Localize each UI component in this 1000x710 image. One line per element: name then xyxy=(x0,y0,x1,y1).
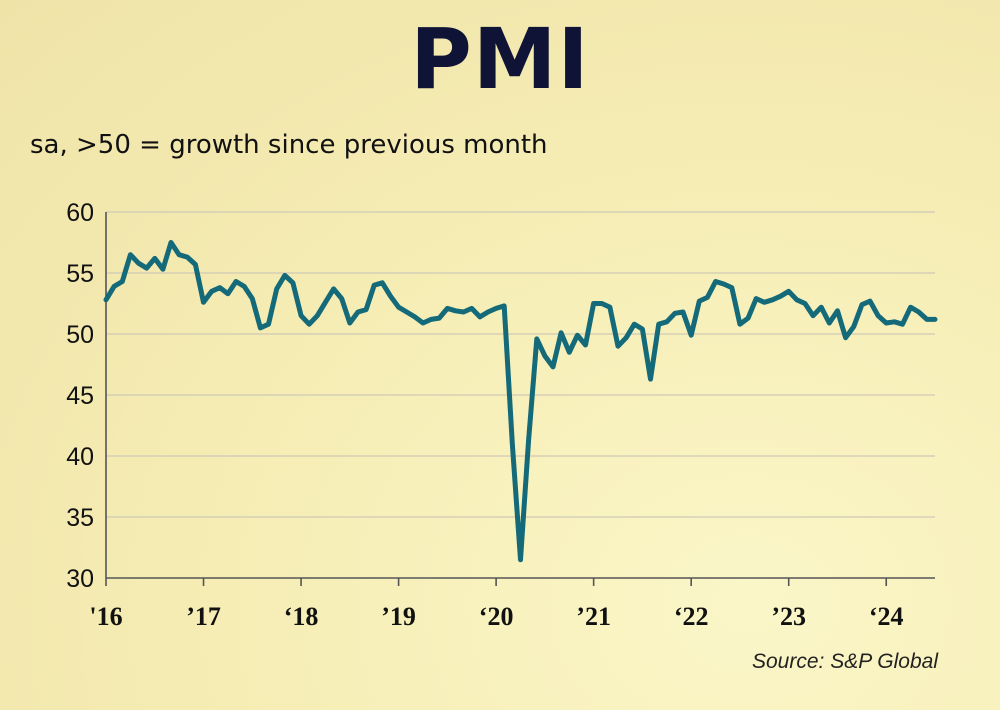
y-tick-label-60: 60 xyxy=(66,199,94,227)
gridlines xyxy=(106,211,935,518)
y-tick-label-35: 35 xyxy=(66,504,94,532)
x-tick-label-2016: '16 xyxy=(89,602,122,631)
x-tick-label-2020: ‘20 xyxy=(479,602,514,631)
pmi-series-line xyxy=(103,240,938,563)
chart-title: PMI xyxy=(410,10,590,108)
y-tick-label-45: 45 xyxy=(66,382,94,410)
series-line-layer xyxy=(103,240,938,563)
axes xyxy=(105,212,935,586)
x-tick-label-2022: ‘22 xyxy=(674,602,709,631)
x-tick-label-2024: ‘24 xyxy=(869,602,904,631)
y-tick-label-40: 40 xyxy=(66,443,94,471)
x-tick-label-2021: ’21 xyxy=(576,602,611,631)
tick-labels: 60 55 50 45 40 35 30 '16 ’17 ‘18 ’19 ‘20 ’21 ‘22 ’23 ‘2… xyxy=(66,199,903,631)
y-tick-label-30: 30 xyxy=(66,565,94,593)
x-tick-label-2019: ’19 xyxy=(381,602,416,631)
x-tick-label-2018: ‘18 xyxy=(284,602,319,631)
chart-source: Source: S&P Global xyxy=(752,650,938,673)
y-tick-label-55: 55 xyxy=(66,260,94,288)
y-tick-label-50: 50 xyxy=(66,321,94,349)
x-tick-label-2023: ’23 xyxy=(771,602,806,631)
x-tick-label-2017: ’17 xyxy=(186,602,221,631)
chart-subtitle: sa, >50 = growth since previous month xyxy=(30,130,548,160)
